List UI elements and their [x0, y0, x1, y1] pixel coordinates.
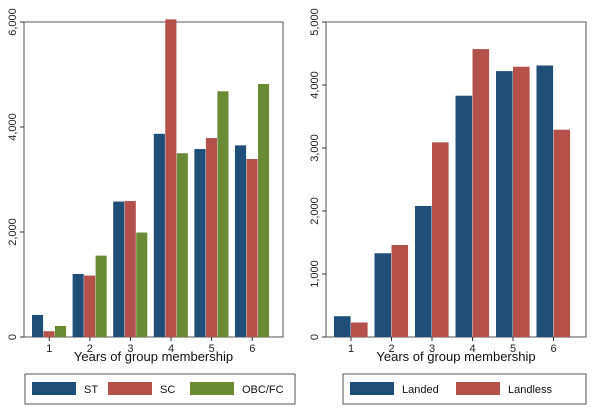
- x-tick-label: 6: [249, 343, 255, 355]
- y-tick-label: 4,000: [7, 113, 19, 141]
- bar-obc-fc-2: [95, 255, 107, 337]
- bar-st-6: [235, 145, 247, 337]
- x-tick-label: 1: [46, 343, 52, 355]
- x-tick-label: 3: [127, 343, 133, 355]
- bar-obc-fc-1: [55, 325, 67, 337]
- bar-st-3: [113, 201, 125, 337]
- bar-landless-3: [432, 142, 449, 337]
- legend-swatch-sc: [108, 382, 152, 395]
- bar-landed-6: [536, 65, 554, 337]
- legend-label-obc-fc: OBC/FC: [242, 384, 284, 396]
- x-tick-label: 2: [87, 343, 93, 355]
- bar-obc-fc-5: [217, 91, 229, 337]
- x-axis-title: Years of group membership: [376, 349, 535, 364]
- y-tick-label: 0: [7, 334, 19, 340]
- bar-st-1: [32, 314, 44, 337]
- y-tick-label: 6,000: [7, 8, 19, 36]
- bar-landed-2: [374, 253, 392, 337]
- bar-sc-3: [124, 201, 136, 337]
- legend-label-sc: SC: [160, 384, 175, 396]
- bar-landless-5: [513, 66, 530, 337]
- legend: ST SC OBC/FC: [24, 373, 296, 405]
- legend-swatch-obc-fc: [190, 382, 234, 395]
- x-tick-label: 1: [348, 343, 354, 355]
- bar-landed-5: [496, 71, 513, 337]
- x-tick-label: 4: [168, 343, 174, 355]
- bar-sc-5: [205, 138, 217, 337]
- bar-sc-1: [43, 331, 55, 337]
- y-tick-label: 4,000: [309, 71, 321, 99]
- chart-panel-2: 0 1,000 2,000 3,000 4,000 5,000 1 2 3 4 5 6 Years of…: [309, 8, 587, 405]
- bar-sc-6: [246, 159, 258, 337]
- legend-swatch-landless: [456, 382, 500, 395]
- x-tick-label: 5: [209, 343, 215, 355]
- y-tick-label: 2,000: [309, 197, 321, 225]
- x-tick-label: 3: [429, 343, 435, 355]
- chart-panel-1: 0 2,000 4,000 6,000 1 2 3 4 5 6 Years of group mem…: [7, 8, 296, 405]
- bar-st-2: [72, 274, 84, 337]
- y-tick-label: 1,000: [309, 260, 321, 288]
- y-tick-label: 2,000: [7, 218, 19, 246]
- bar-obc-fc-3: [136, 232, 148, 337]
- legend-label-landed: Landed: [402, 384, 439, 396]
- bar-st-5: [194, 149, 206, 337]
- x-tick-label: 2: [388, 343, 394, 355]
- bar-landless-1: [351, 322, 368, 337]
- x-tick-label: 4: [469, 343, 475, 355]
- bar-sc-2: [84, 275, 96, 337]
- y-tick-label: 5,000: [309, 8, 321, 36]
- legend-swatch-st: [32, 382, 76, 395]
- y-tick-label: 0: [309, 334, 321, 340]
- bar-st-4: [153, 133, 165, 337]
- bar-obc-fc-6: [258, 83, 270, 337]
- x-tick-label: 6: [550, 343, 556, 355]
- bar-landed-3: [415, 205, 432, 337]
- bar-landless-2: [391, 245, 409, 337]
- bar-obc-fc-4: [176, 153, 188, 337]
- legend: Landed Landless: [342, 373, 587, 405]
- bar-sc-4: [165, 19, 177, 337]
- x-axis-title: Years of group membership: [74, 349, 233, 364]
- legend-label-landless: Landless: [508, 384, 553, 396]
- legend-swatch-landed: [350, 382, 394, 395]
- bar-landless-6: [553, 129, 571, 337]
- bar-landless-4: [472, 49, 490, 338]
- bar-landed-1: [334, 316, 351, 337]
- bar-landed-4: [455, 95, 473, 338]
- y-tick-label: 3,000: [309, 134, 321, 162]
- legend-label-st: ST: [84, 384, 98, 396]
- x-tick-label: 5: [510, 343, 516, 355]
